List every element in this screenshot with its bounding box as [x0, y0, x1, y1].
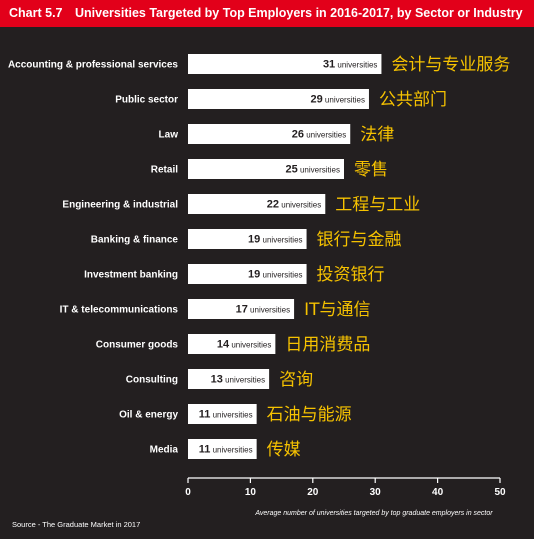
- bar-value-label: 19 universities: [248, 269, 303, 281]
- x-tick-label: 0: [185, 487, 191, 498]
- chinese-label: 公共部门: [379, 90, 447, 110]
- x-axis-label: Average number of universities targeted …: [254, 510, 493, 517]
- bar-value-label: 31 universities: [323, 59, 378, 71]
- category-label: Banking & finance: [91, 235, 179, 246]
- bar-value-label: 17 universities: [236, 304, 291, 316]
- chinese-label: 日用消费品: [285, 335, 370, 355]
- category-label: Investment banking: [84, 270, 178, 281]
- x-tick-label: 10: [245, 487, 257, 498]
- bar: [188, 404, 257, 424]
- bar: [188, 299, 295, 319]
- bar: [188, 369, 270, 389]
- chart-title: Universities Targeted by Top Employers i…: [75, 6, 523, 20]
- chinese-label: 投资银行: [317, 265, 385, 285]
- category-label: Media: [150, 445, 179, 456]
- chart-title-banner: Chart 5.7 Universities Targeted by Top E…: [0, 0, 534, 27]
- bar-chart: Accounting & professional services 31 uni…: [8, 54, 510, 517]
- bar: [188, 159, 344, 179]
- bar-value-label: 22 universities: [267, 199, 322, 211]
- bar: [188, 439, 257, 459]
- chinese-label: 法律: [360, 125, 394, 145]
- bar: [188, 264, 307, 284]
- chinese-label: 传媒: [267, 440, 301, 460]
- bar-value-label: 26 universities: [292, 129, 347, 141]
- bar-value-label: 14 universities: [217, 339, 272, 351]
- bar: [188, 229, 307, 249]
- bar: [188, 334, 276, 354]
- source-note: Source - The Graduate Market in 2017: [12, 520, 141, 529]
- chinese-label: 银行与金融: [317, 230, 402, 250]
- bar: [188, 194, 326, 214]
- chinese-label: 会计与专业服务: [391, 55, 510, 75]
- x-tick-label: 20: [307, 487, 319, 498]
- chinese-label: 咨询: [279, 370, 313, 390]
- bar-value-label: 13 universities: [211, 374, 266, 386]
- category-label: Engineering & industrial: [62, 200, 178, 211]
- category-label: Public sector: [115, 95, 178, 106]
- bar-value-label: 29 universities: [310, 94, 365, 106]
- category-label: Accounting & professional services: [8, 60, 178, 71]
- bar-value-label: 25 universities: [286, 164, 341, 176]
- bar-value-label: 11 universities: [199, 444, 253, 456]
- bar-value-label: 19 universities: [248, 234, 303, 246]
- category-label: IT & telecommunications: [60, 305, 179, 316]
- bar: [188, 124, 351, 144]
- category-label: Consumer goods: [96, 340, 179, 351]
- chinese-label: 工程与工业: [335, 195, 420, 215]
- category-label: Retail: [151, 165, 178, 176]
- bar: [188, 54, 382, 74]
- chart-number: Chart 5.7: [9, 6, 63, 20]
- x-tick-label: 30: [370, 487, 382, 498]
- category-label: Consulting: [126, 375, 178, 386]
- chinese-label: IT与通信: [304, 300, 370, 320]
- chinese-label: 石油与能源: [267, 405, 352, 425]
- category-label: Law: [159, 130, 179, 141]
- category-label: Oil & energy: [119, 410, 178, 421]
- bar-value-label: 11 universities: [199, 409, 253, 421]
- bar: [188, 89, 369, 109]
- x-tick-label: 50: [494, 487, 506, 498]
- x-tick-label: 40: [432, 487, 444, 498]
- chinese-label: 零售: [354, 160, 388, 180]
